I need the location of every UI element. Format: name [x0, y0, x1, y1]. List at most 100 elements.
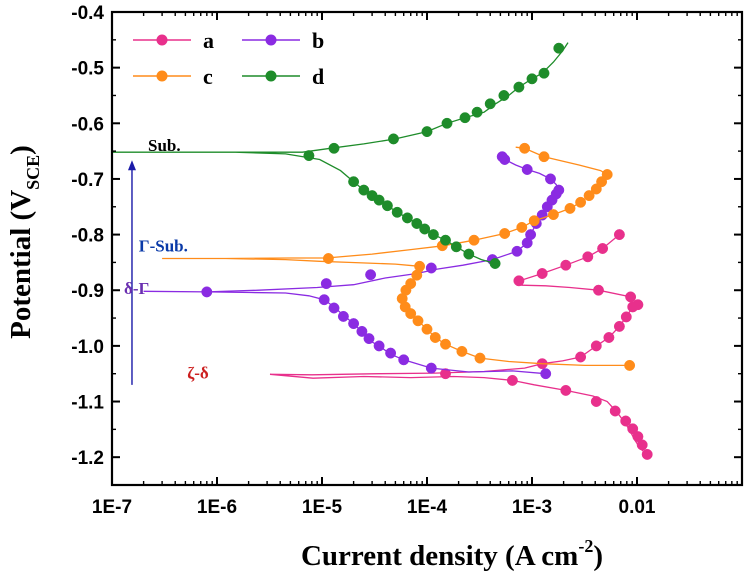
- legend-entry-d: d: [242, 64, 324, 89]
- series-b-point: [553, 184, 565, 196]
- axes: 1E-7 1E-6 1E-5 1E-4 1E-3 0.01 -1.2 -1.1 -1.0 -0.9…: [71, 3, 744, 518]
- series-b-point: [521, 164, 533, 175]
- legend-marker: [156, 70, 168, 82]
- series-c-point: [547, 209, 559, 221]
- series-c-point: [516, 221, 528, 233]
- legend-label: b: [312, 28, 324, 53]
- x-axis-title: Current density (A cm-2): [301, 536, 603, 572]
- series-c-point: [519, 142, 531, 154]
- series-b-point: [337, 310, 349, 322]
- series-b-point: [356, 325, 368, 337]
- series-d-markers: [303, 42, 565, 269]
- annotations: Sub. Γ-Sub. δ-Γ ζ-δ: [124, 136, 209, 385]
- series-d-point: [553, 42, 565, 54]
- plot-area: [112, 42, 653, 460]
- series-a-point: [627, 423, 639, 435]
- legend-entry-c: c: [133, 64, 213, 89]
- legend-label: a: [203, 28, 214, 53]
- series-d-point: [421, 126, 433, 138]
- legend-label: d: [312, 64, 324, 89]
- series-b-point: [363, 333, 375, 345]
- series-c-point: [456, 345, 468, 357]
- series-d-point: [303, 150, 315, 162]
- series-d-point: [328, 142, 340, 154]
- series-a-point: [609, 405, 621, 417]
- series-a-point: [620, 415, 632, 427]
- series-c-point: [429, 332, 441, 343]
- y-tick-label: -0.9: [71, 281, 104, 302]
- x-tick-label: 1E-7: [92, 497, 132, 518]
- series-d-point: [366, 190, 378, 202]
- annotation-label: ζ-δ: [187, 364, 209, 383]
- legend-marker: [156, 34, 168, 46]
- legend-marker: [265, 34, 277, 46]
- series-d-point: [459, 112, 471, 124]
- annotation-label: δ-Γ: [124, 279, 149, 298]
- series-d-point: [489, 258, 501, 269]
- series-c-point: [322, 253, 334, 264]
- legend: a b c d: [133, 28, 324, 89]
- series-a-point: [536, 268, 548, 279]
- series-b-point: [318, 294, 330, 306]
- x-tick-label: 1E-3: [512, 497, 552, 518]
- series-b-point: [425, 262, 437, 274]
- legend-label: c: [203, 64, 213, 89]
- series-b-point: [425, 362, 437, 374]
- legend-entry-b: b: [242, 28, 324, 53]
- series-b-point: [365, 269, 377, 281]
- series-b-point: [496, 151, 508, 163]
- series-b-point: [373, 340, 385, 352]
- y-tick-label: -0.5: [71, 59, 104, 80]
- series-a-markers: [440, 229, 653, 460]
- series-a-point: [613, 320, 625, 332]
- series-d-point: [484, 98, 496, 110]
- series-d-point: [411, 218, 423, 229]
- series-d-point: [358, 184, 370, 196]
- series-d-point: [401, 212, 413, 224]
- series-d-point: [450, 241, 462, 253]
- series-c-point: [499, 228, 511, 239]
- series-b-point: [525, 229, 537, 241]
- y-tick-label: -1.2: [71, 448, 104, 469]
- series-a-point: [632, 299, 644, 311]
- transition-arrow-head: [127, 160, 136, 171]
- series-c-point: [575, 196, 587, 208]
- series-a-point: [625, 291, 637, 303]
- series-c-point: [440, 338, 451, 350]
- series-a-point: [641, 448, 653, 460]
- series-d-point: [526, 73, 538, 85]
- y-tick-label: -1.0: [71, 337, 104, 358]
- series-b-point: [540, 368, 552, 380]
- series-b-point: [398, 354, 410, 366]
- y-tick-label: -1.1: [71, 393, 104, 414]
- annotation-label: Γ-Sub.: [139, 236, 188, 255]
- series-d-point: [419, 223, 431, 235]
- series-a-point: [513, 275, 525, 287]
- series-a-point: [506, 374, 518, 386]
- series-a-point: [575, 351, 587, 363]
- series-a-point: [632, 431, 644, 443]
- x-tick-label: 1E-6: [197, 497, 237, 518]
- series-d-point: [513, 81, 525, 93]
- series-b-point: [545, 173, 556, 185]
- series-d-point: [463, 248, 475, 260]
- series-a-point: [590, 396, 602, 407]
- series-b-point: [511, 245, 523, 257]
- y-axis-title: Potential (VSCE): [5, 145, 43, 339]
- series-d-point: [498, 90, 510, 101]
- series-d-point: [348, 176, 360, 188]
- series-d-point: [381, 200, 393, 212]
- series-a-point: [597, 243, 609, 254]
- y-tick-label: -0.4: [71, 3, 104, 24]
- series-c-point: [405, 278, 417, 290]
- series-b-point: [201, 286, 213, 298]
- series-a-point: [560, 384, 572, 396]
- series-c-point: [624, 359, 636, 371]
- series-d-point: [471, 106, 483, 118]
- series-c-point: [421, 323, 433, 335]
- series-c-point: [564, 202, 576, 214]
- series-a-point: [440, 368, 451, 380]
- legend-entry-a: a: [133, 28, 214, 53]
